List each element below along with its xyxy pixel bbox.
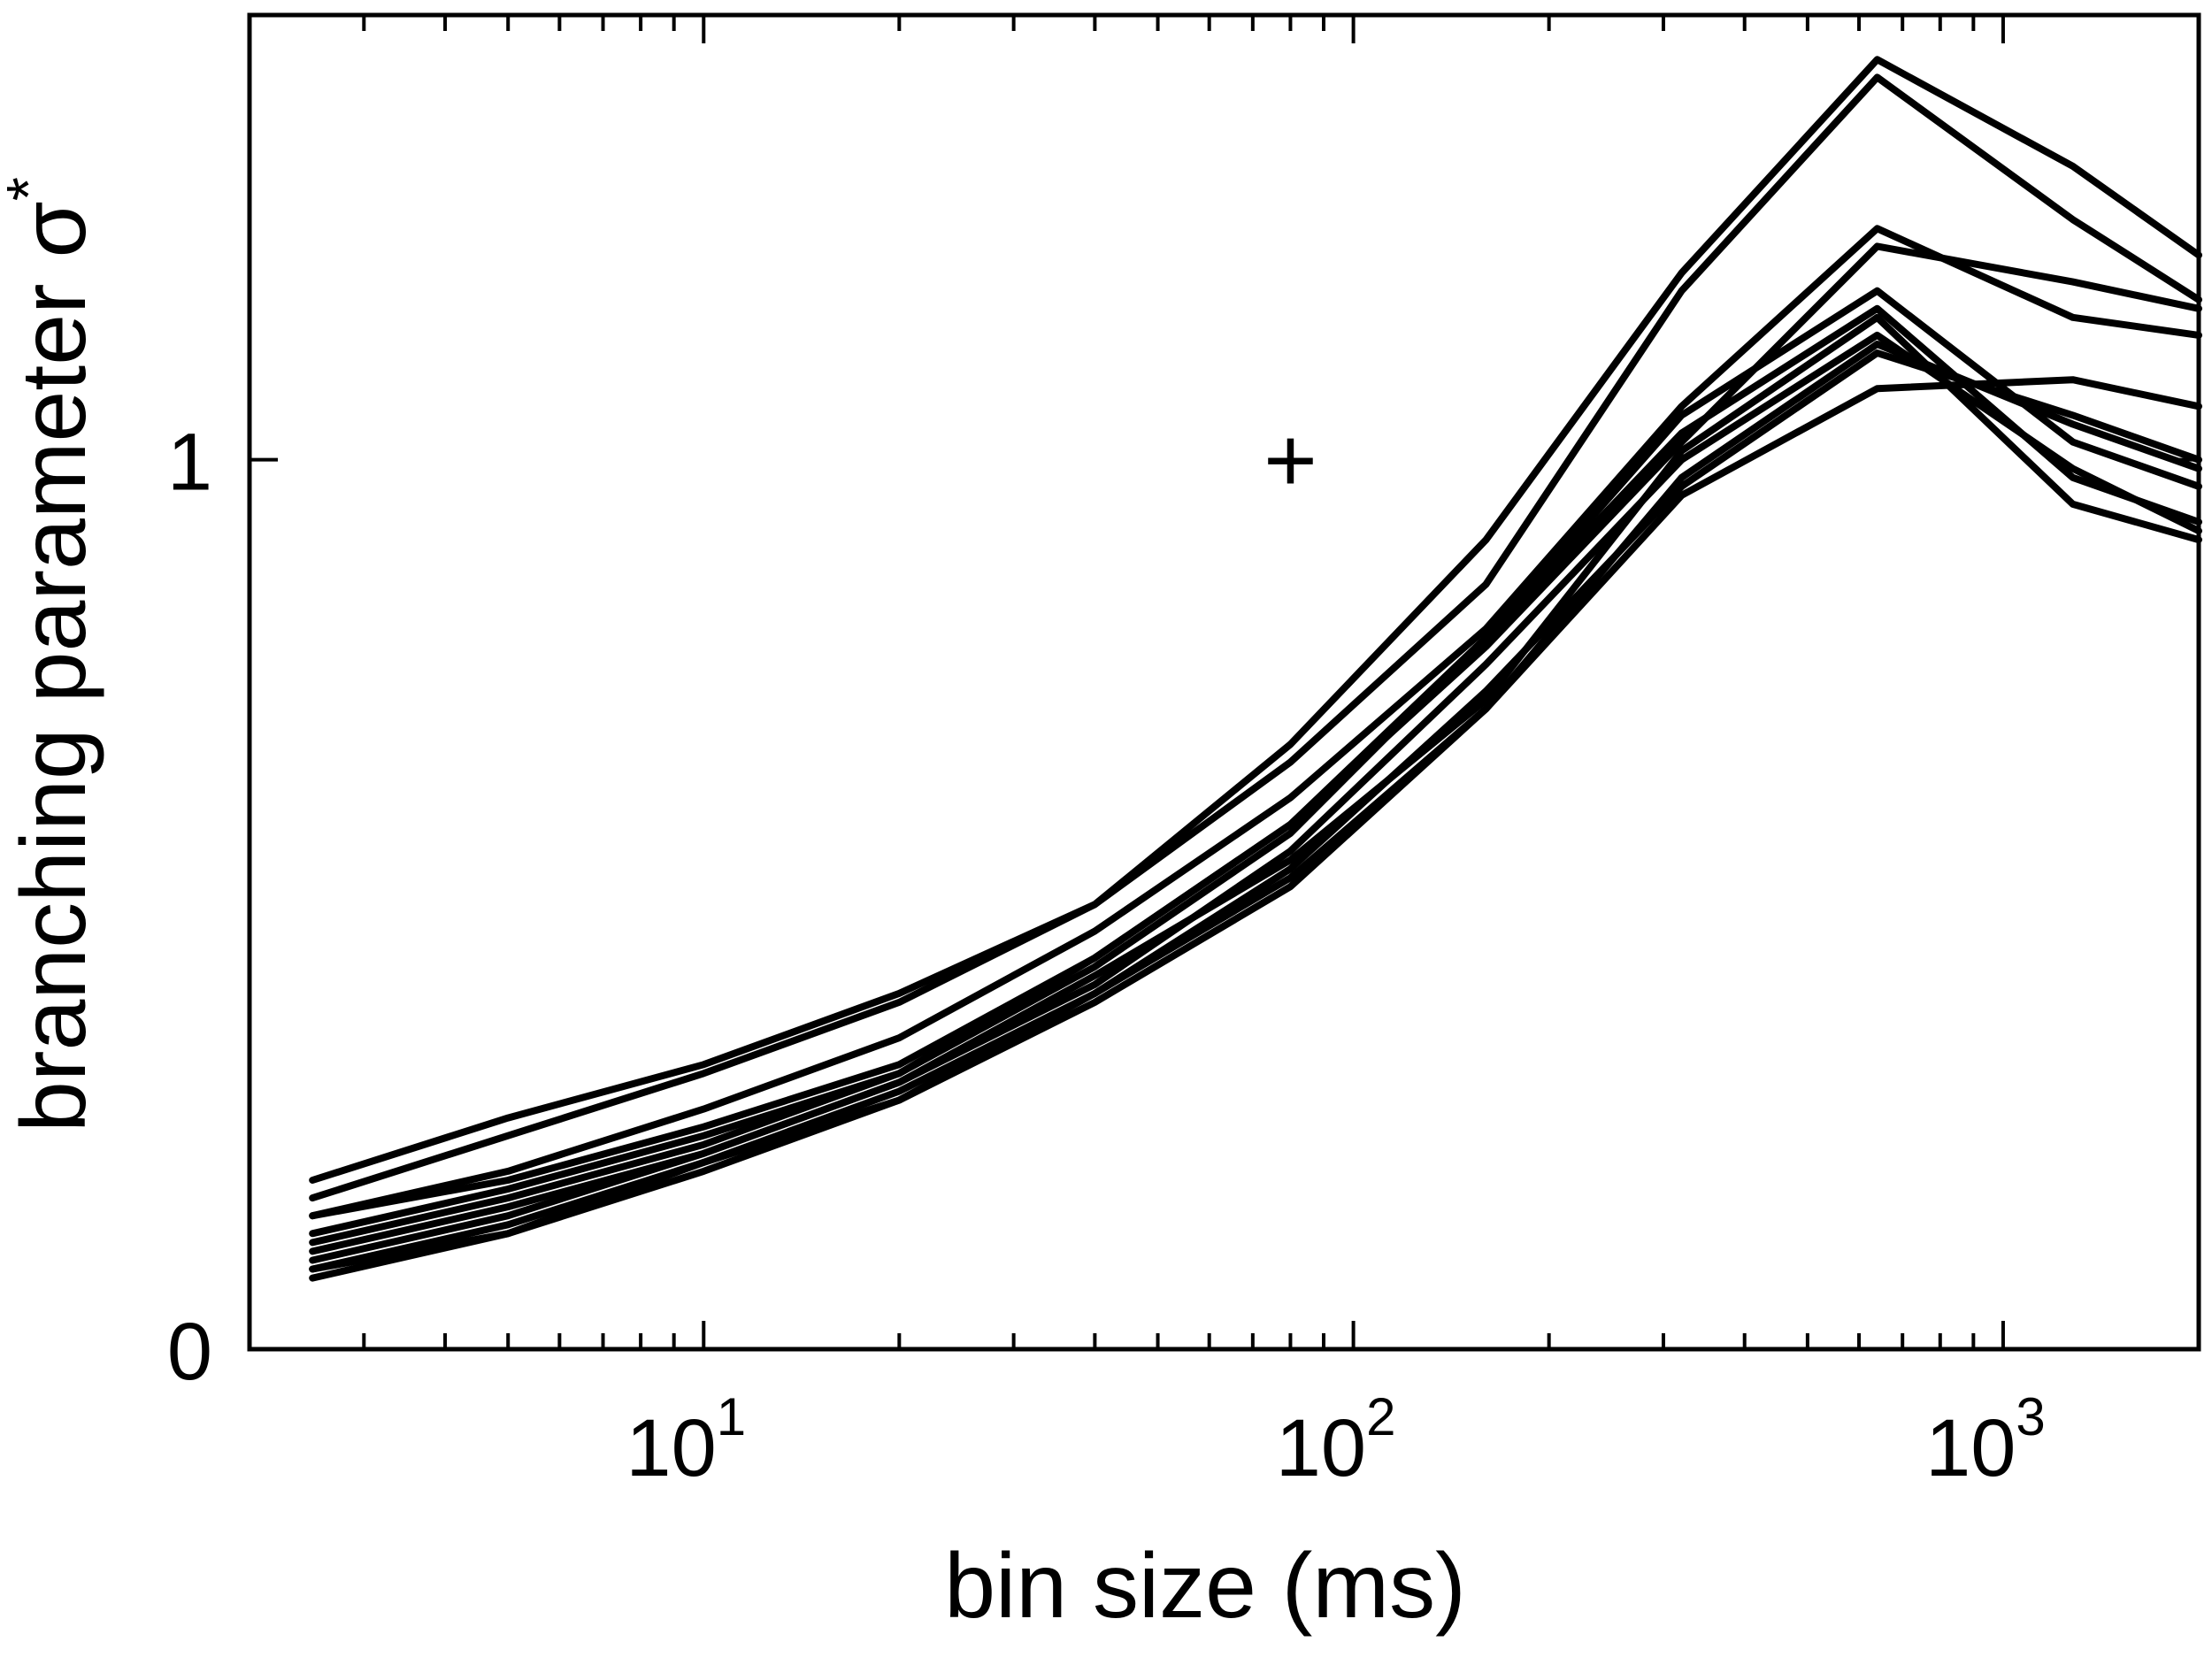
series-line-11 — [309, 376, 2202, 1282]
x-axis-label: bin size (ms) — [944, 1535, 1465, 1638]
plot-series — [309, 56, 2202, 1282]
plus-marker: + — [1263, 410, 1317, 512]
x-tick-label: 101 — [626, 1387, 746, 1493]
x-tick-label: 102 — [1276, 1387, 1396, 1493]
y-ticks: 01 — [167, 418, 2199, 1397]
series-line-1 — [309, 56, 2202, 1184]
x-tick-exponent: 2 — [1366, 1387, 1395, 1446]
x-tick-base: 10 — [626, 1403, 716, 1493]
y-axis-label-text: branching parameter σ — [3, 201, 105, 1132]
series-line-10 — [309, 341, 2202, 1273]
series-line-9 — [309, 349, 2202, 1273]
series-line-4 — [309, 242, 2202, 1220]
x-tick-label: 103 — [1925, 1387, 2046, 1493]
series-line-8 — [309, 331, 2202, 1264]
x-tick-exponent: 1 — [717, 1387, 746, 1446]
series-line-2 — [309, 73, 2202, 1202]
axes-box — [247, 12, 2201, 1352]
series-line-5 — [309, 287, 2202, 1238]
x-tick-base: 10 — [1925, 1403, 2016, 1493]
y-tick-label: 1 — [167, 418, 212, 508]
y-tick-label: 0 — [167, 1307, 212, 1397]
series-line-3 — [309, 225, 2202, 1220]
y-axis-label: branching parameter σ* — [0, 177, 105, 1132]
y-axis-label-superscript: * — [0, 177, 63, 201]
series-line-6 — [309, 304, 2202, 1247]
x-tick-exponent: 3 — [2016, 1387, 2045, 1446]
x-tick-base: 10 — [1276, 1403, 1366, 1493]
x-ticks: 101 102 103 — [248, 15, 2200, 1493]
annotations: + — [1263, 410, 1317, 512]
